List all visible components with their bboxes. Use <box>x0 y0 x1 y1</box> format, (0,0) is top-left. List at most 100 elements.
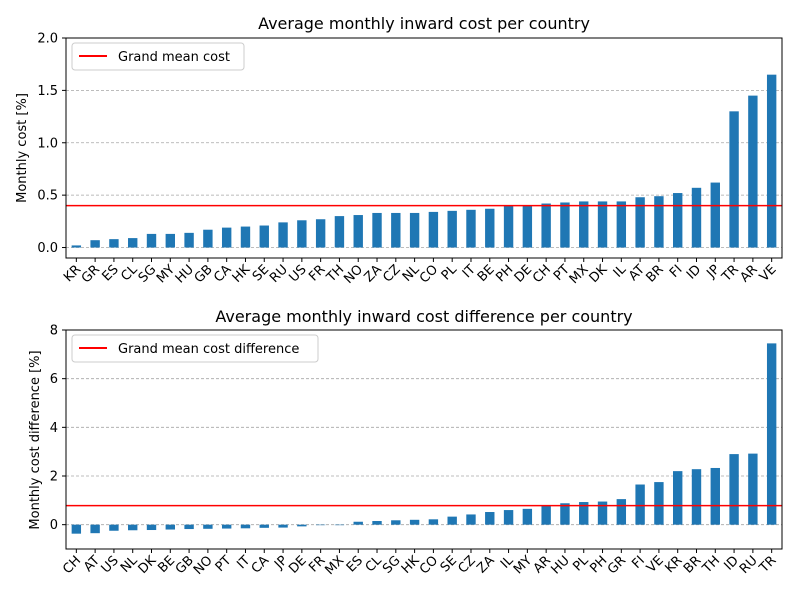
chart-2-bar-br <box>691 469 702 525</box>
chart-1-bars <box>71 74 777 248</box>
chart-1-bar-ru <box>278 222 288 248</box>
chart-2-bar-kr <box>673 471 683 525</box>
chart-1-y-tick-label: 0.0 <box>37 241 58 256</box>
chart-2-bar-at <box>90 524 100 534</box>
chart-2-bar-fr <box>315 524 326 526</box>
chart-2-y-ticks: 0 2 4 6 8 <box>50 324 66 533</box>
chart-1-bar-id <box>691 187 702 248</box>
chart-1-bar-ph <box>503 205 514 248</box>
chart-2-bar-za <box>485 512 495 525</box>
chart-2-bar-my <box>522 508 533 525</box>
chart-2-bar-ca <box>259 524 269 528</box>
chart-2-bar-dk <box>146 524 157 531</box>
chart-2-bar-no <box>203 524 213 529</box>
chart-1-bar-cl <box>128 238 138 248</box>
chart-2-bar-mx <box>334 524 345 526</box>
chart-2-bar-ve <box>654 482 664 525</box>
chart-1-y-tick-label: 0.5 <box>37 189 58 204</box>
chart-1-bar-jp <box>710 182 720 248</box>
chart-2-bar-jp <box>278 524 288 528</box>
chart-1-bar-hu <box>184 232 194 248</box>
chart-1-bar-us <box>297 220 307 248</box>
chart-2-bar-sg <box>391 520 401 525</box>
chart-2-bars <box>71 343 777 534</box>
chart-2-bar-co <box>428 519 439 525</box>
chart-1-bar-hk <box>240 226 251 248</box>
chart-1-bar-il <box>616 201 627 248</box>
chart-1-y-ticks: 0.0 0.5 1.0 1.5 2.0 <box>37 32 66 256</box>
chart-1-legend: Grand mean cost <box>71 42 245 71</box>
chart-2-bar-se <box>447 516 457 525</box>
chart-1-bar-th <box>334 216 345 248</box>
chart-1-bar-ch <box>541 203 551 248</box>
chart-1-bar-sg <box>146 233 157 248</box>
chart-1-bar-za <box>372 212 382 248</box>
chart-1-bar-nl <box>409 212 420 248</box>
chart-2-legend-label: Grand mean cost difference <box>118 342 299 357</box>
chart-2-legend-box <box>71 334 319 363</box>
chart-2-title: Average monthly inward cost difference p… <box>215 307 632 326</box>
chart-2-bar-cz <box>466 514 476 525</box>
chart-2-bar-nl <box>128 524 138 531</box>
chart-1-bar-tr <box>729 111 739 248</box>
chart-2-bar-gb <box>184 524 194 530</box>
chart-1-y-tick-label: 1.5 <box>37 84 58 99</box>
chart-1-bar-es <box>109 239 119 248</box>
chart-1-bar-dk <box>597 201 608 248</box>
chart-2-bar-ar <box>541 505 551 525</box>
chart-2-y-axis-label: Monthly cost difference [%] <box>28 350 43 529</box>
chart-1-bar-de <box>522 205 533 248</box>
chart-2-bar-ch <box>71 524 82 534</box>
chart-1-bar-no <box>353 215 363 248</box>
chart-1-bar-pt <box>560 202 570 248</box>
chart-2-bar-th <box>710 467 720 525</box>
chart-1-bar-at <box>635 197 645 248</box>
chart-2-y-tick-label: 6 <box>50 372 58 387</box>
chart-2-bar-be <box>165 524 175 530</box>
chart-1-bar-my <box>165 233 175 248</box>
chart-1-bar-co <box>428 211 439 248</box>
chart-1-bar-br <box>654 196 664 248</box>
chart-2-bar-gr <box>616 499 627 525</box>
chart-1-y-tick-label: 2.0 <box>37 32 58 47</box>
chart-1-bar-ca <box>221 227 232 248</box>
chart-1-y-axis-label: Monthly cost [%] <box>15 93 30 203</box>
chart-1-bar-gr <box>90 240 100 248</box>
chart-2-bar-fi <box>635 484 645 525</box>
chart-1-bar-fr <box>315 219 326 248</box>
chart-2-bar-ru <box>748 453 758 525</box>
chart-2-bar-tr <box>766 343 777 525</box>
chart-1-bar-gb <box>203 229 213 248</box>
chart-2-plot-frame <box>65 329 783 550</box>
chart-1-bar-mx <box>579 201 589 248</box>
chart-2-y-tick-label: 0 <box>50 518 58 533</box>
chart-2-bar-il <box>503 510 514 525</box>
chart-1-legend-label: Grand mean cost <box>118 50 230 65</box>
chart-2-bar-ph <box>597 501 608 525</box>
chart-1-bar-pl <box>447 210 457 248</box>
chart-1-bar-se <box>259 225 269 248</box>
chart-2-bar-it <box>240 524 251 529</box>
chart-1-bar-fi <box>673 193 683 248</box>
chart-2-y-tick-label: 8 <box>50 324 58 339</box>
chart-2-bar-cl <box>372 521 382 525</box>
chart-2-bar-de <box>297 524 307 527</box>
chart-1-legend-box <box>71 42 245 71</box>
chart-1-bar-ve <box>766 74 777 248</box>
chart-1-title: Average monthly inward cost per country <box>258 14 590 33</box>
chart-2-bar-pt <box>221 524 232 529</box>
chart-2-bar-es <box>353 521 363 525</box>
chart-2-bar-pl <box>579 502 589 525</box>
chart-2-bar-hk <box>409 519 420 525</box>
chart-2-legend: Grand mean cost difference <box>71 334 319 363</box>
chart-2-bar-id <box>729 454 739 525</box>
chart-1-plot-frame <box>65 37 783 259</box>
chart-1-bar-it <box>466 209 476 248</box>
chart-2-bar-hu <box>560 503 570 525</box>
chart-2-y-tick-label: 4 <box>50 421 58 436</box>
chart-1-y-tick-label: 1.0 <box>37 136 58 151</box>
chart-2-y-tick-label: 2 <box>50 470 58 485</box>
chart-2-bar-us <box>109 524 119 531</box>
